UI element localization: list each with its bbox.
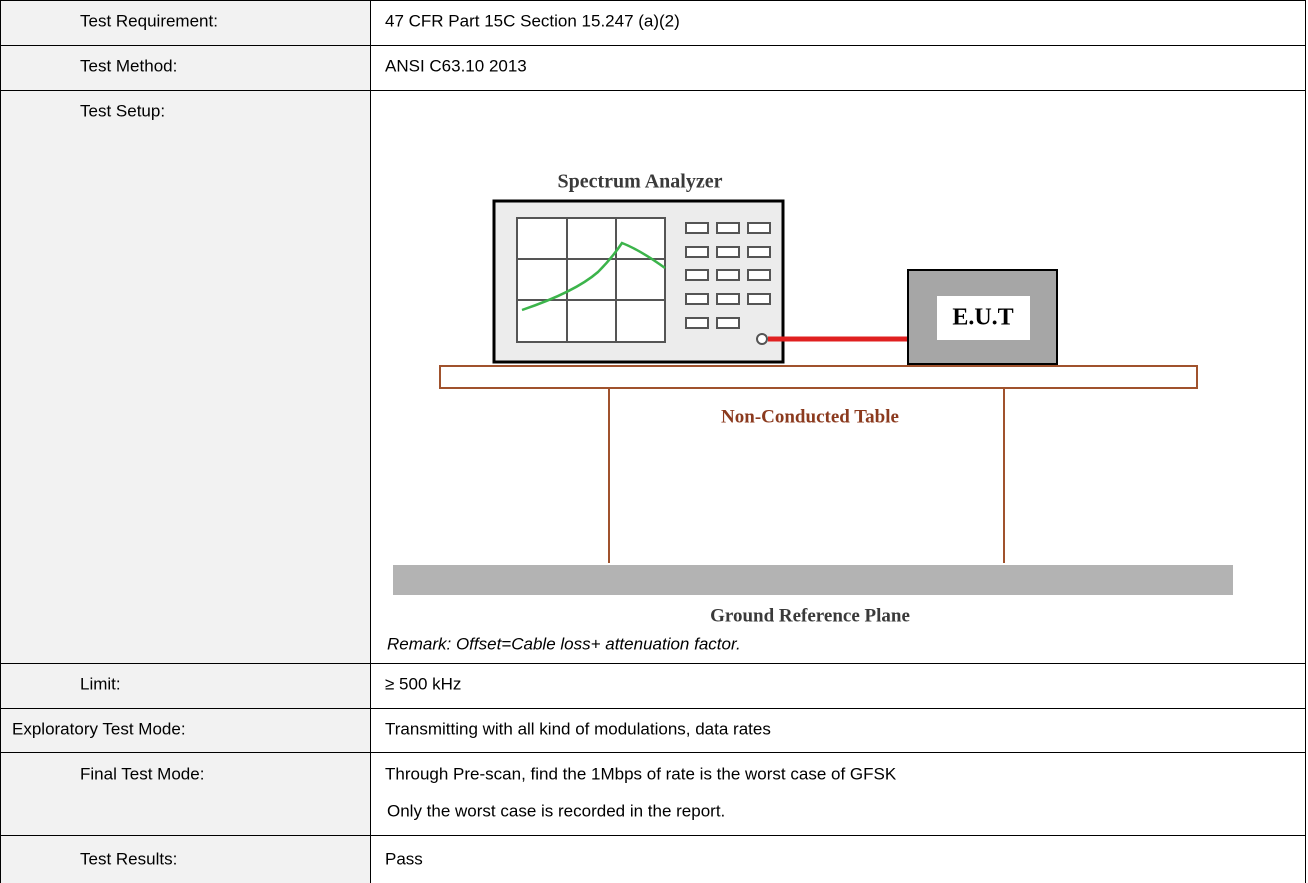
trace [521,241,666,312]
row-value: Transmitting with all kind of modulation… [385,719,771,738]
label-column [0,0,370,883]
eut-label: E.U.T [952,305,1013,331]
remark: Remark: Offset=Cable loss+ attenuation f… [387,634,741,653]
row-label: Test Requirement: [80,11,218,30]
analyzer-buttons [685,222,771,329]
row-label: Test Method: [80,56,177,75]
screen-grid [517,218,665,342]
row-label: Test Results: [80,849,177,868]
row-label: Final Test Mode: [80,764,204,783]
row-value: 47 CFR Part 15C Section 15.247 (a)(2) [385,11,680,30]
ground-label: Ground Reference Plane [710,605,910,626]
eut-panel [937,296,1030,340]
row-value-line: Only the worst case is recorded in the r… [387,801,725,820]
row-value: ANSI C63.10 2013 [385,56,527,75]
row-value-line: Through Pre-scan, find the 1Mbps of rate… [385,764,897,783]
setup-diagram: Spectrum Analyzer E.U.T Non-Conducted Ta… [393,171,1233,626]
row-label: Exploratory Test Mode: [12,719,186,738]
row-value: ≥ 500 kHz [385,674,461,693]
row-label: Limit: [80,674,121,693]
ground-plane [393,565,1233,595]
row-label: Test Setup: [80,101,165,120]
table-label: Non-Conducted Table [721,406,899,427]
analyzer-screen [516,217,666,343]
table-top [439,365,1198,389]
analyzer-label: Spectrum Analyzer [558,171,723,193]
row-value: Pass [385,849,423,868]
rf-port [756,333,768,345]
